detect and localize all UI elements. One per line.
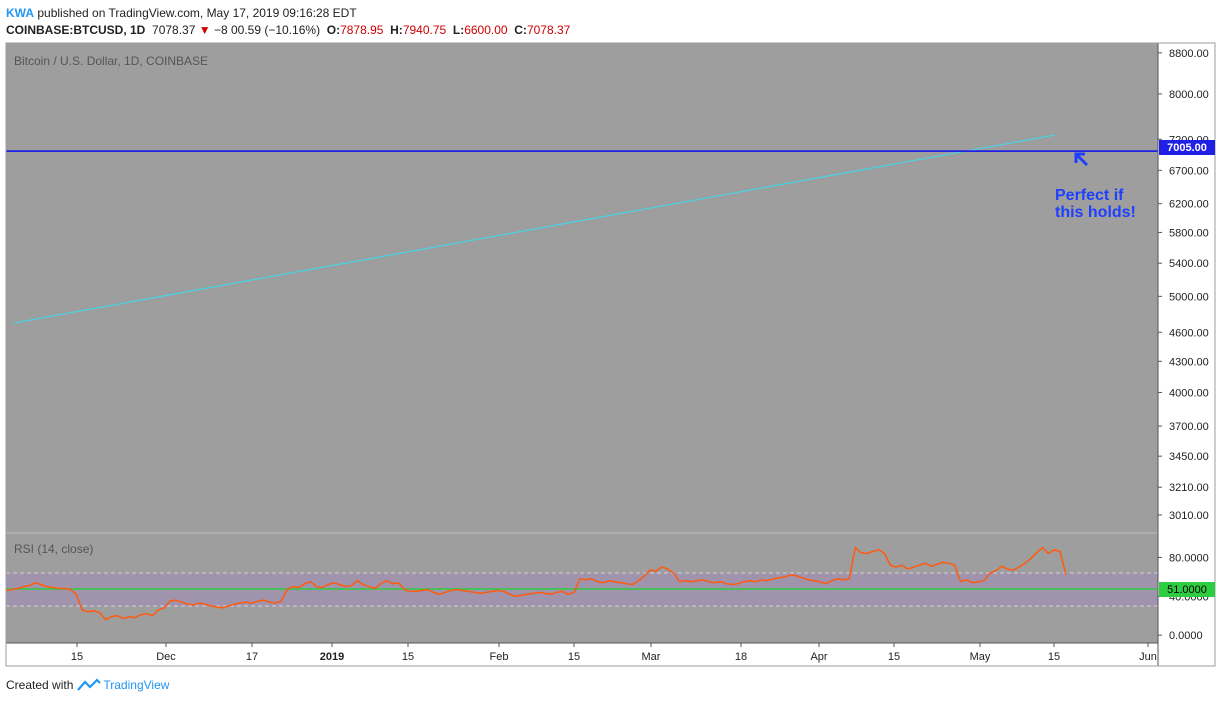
time-axis[interactable]: 15 Dec 17 2019 15 Feb 15 Mar 18 Apr 15 May 15 Jun [71, 643, 1157, 663]
y-tick-label: 3010.00 [1169, 510, 1209, 522]
y-tick-label: 4000.00 [1169, 387, 1209, 399]
price-pane-background[interactable] [6, 43, 1158, 533]
chart-title: Bitcoin / U.S. Dollar, 1D, COINBASE [14, 54, 208, 68]
arrow-icon [1074, 152, 1089, 167]
publish-text: published on TradingView.com, May 17, 20… [37, 6, 357, 20]
x-tick-label: Dec [156, 651, 176, 663]
x-tick-label: May [970, 651, 991, 663]
rsi-title: RSI (14, close) [14, 542, 93, 556]
x-tick-label: 15 [568, 651, 580, 663]
symbol-label: COINBASE:BTCUSD, 1D [6, 23, 146, 37]
x-tick-label: 18 [735, 651, 747, 663]
close-value: 7078.37 [526, 23, 571, 37]
x-tick-label: 15 [71, 651, 83, 663]
y-tick-label: 3450.00 [1169, 451, 1209, 463]
x-tick-label: Feb [490, 651, 509, 663]
x-tick-label: 15 [1048, 651, 1060, 663]
price-change: −8 00.59 (−10.16%) [213, 23, 321, 37]
tradingview-brand[interactable]: TradingView [103, 678, 170, 692]
open-label: O: [326, 23, 341, 37]
x-tick-label: 15 [402, 651, 414, 663]
y-tick-label: 5800.00 [1169, 227, 1209, 239]
x-tick-label: Apr [810, 651, 827, 663]
y-tick-label: 4300.00 [1169, 356, 1209, 368]
y-tick-label: 4600.00 [1169, 327, 1209, 339]
y-tick-label: 8800.00 [1169, 48, 1209, 60]
rsi-line [5, 546, 1067, 621]
rsi-tick-label: 80.0000 [1169, 552, 1209, 564]
x-tick-label: 2019 [320, 651, 344, 663]
y-tick-label: 3210.00 [1169, 482, 1209, 494]
last-price: 7078.37 [152, 23, 196, 37]
annotation-line2: this holds! [1055, 204, 1136, 221]
rsi-value-tag: 51.0000 [1159, 582, 1215, 597]
y-tick-label: 5000.00 [1169, 291, 1209, 303]
created-with-text: Created with [6, 678, 74, 692]
close-label: C: [514, 23, 527, 37]
hline-price-label: 7005.00 [1167, 142, 1207, 154]
author-name[interactable]: KWA [6, 6, 34, 20]
annotation-line1: Perfect if [1055, 187, 1124, 204]
x-tick-label: 17 [246, 651, 258, 663]
x-tick-label: Mar [642, 651, 661, 663]
footer: Created with TradingView [6, 678, 169, 692]
y-tick-label: 6700.00 [1169, 165, 1209, 177]
trendline[interactable] [13, 134, 1055, 324]
publish-info: KWA published on TradingView.com, May 17… [6, 6, 357, 20]
price-axis[interactable]: 8800.008000.007200.006700.006200.005800.… [1158, 48, 1209, 522]
rsi-value-label: 51.0000 [1167, 584, 1207, 596]
down-arrow-icon: ▼ [198, 23, 211, 37]
y-tick-label: 6200.00 [1169, 199, 1209, 211]
ohlc-bar: COINBASE:BTCUSD, 1D 7078.37 ▼ −8 00.59 (… [6, 23, 570, 37]
y-tick-label: 8000.00 [1169, 89, 1209, 101]
chart-frame [5, 42, 1216, 667]
x-tick-label: 15 [888, 651, 900, 663]
high-value: 7940.75 [402, 23, 447, 37]
hline-price-tag: 7005.00 [1159, 140, 1215, 155]
tradingview-logo-icon [77, 678, 102, 691]
low-value: 6600.00 [464, 23, 508, 37]
x-tick-label: Jun [1139, 651, 1157, 663]
y-tick-label: 5400.00 [1169, 258, 1209, 270]
high-label: H: [390, 23, 403, 37]
open-value: 7878.95 [340, 23, 384, 37]
rsi-tick-label: 0.0000 [1169, 630, 1203, 642]
y-tick-label: 3700.00 [1169, 421, 1209, 433]
low-label: L: [452, 23, 465, 37]
